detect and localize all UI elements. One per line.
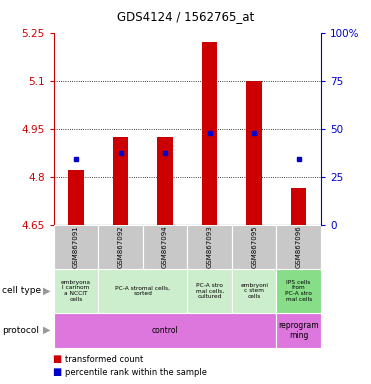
Text: embryoni
c stem
cells: embryoni c stem cells (240, 283, 268, 299)
Bar (232, 225, 276, 269)
Text: ▶: ▶ (43, 286, 50, 296)
Bar (187, 225, 232, 269)
Bar (202, 42, 217, 225)
Bar (98, 269, 187, 313)
Text: ■: ■ (52, 367, 61, 377)
Text: ■: ■ (52, 354, 61, 364)
Text: PC-A stromal cells,
sorted: PC-A stromal cells, sorted (115, 285, 170, 296)
Text: GSM867094: GSM867094 (162, 225, 168, 268)
Text: GSM867093: GSM867093 (207, 225, 213, 268)
Bar (113, 137, 128, 225)
Text: PC-A stro
mal cells,
cultured: PC-A stro mal cells, cultured (196, 283, 224, 299)
Text: reprogram
ming: reprogram ming (278, 321, 319, 340)
Text: embryona
l carinom
a NCCIT
cells: embryona l carinom a NCCIT cells (61, 280, 91, 302)
Bar (276, 225, 321, 269)
Bar (232, 269, 276, 313)
Text: control: control (152, 326, 178, 335)
Bar (246, 81, 262, 225)
Bar (187, 269, 232, 313)
Text: GDS4124 / 1562765_at: GDS4124 / 1562765_at (117, 10, 254, 23)
Bar (276, 269, 321, 313)
Bar (157, 137, 173, 225)
Text: GSM867091: GSM867091 (73, 225, 79, 268)
Bar (68, 170, 84, 225)
Text: percentile rank within the sample: percentile rank within the sample (65, 368, 207, 377)
Bar (143, 225, 187, 269)
Text: cell type: cell type (2, 286, 41, 295)
Bar (54, 269, 98, 313)
Bar (54, 313, 276, 348)
Text: GSM867092: GSM867092 (118, 225, 124, 268)
Text: protocol: protocol (2, 326, 39, 335)
Text: IPS cells
from
PC-A stro
mal cells: IPS cells from PC-A stro mal cells (285, 280, 312, 302)
Bar (291, 188, 306, 225)
Bar (54, 225, 98, 269)
Text: GSM867096: GSM867096 (296, 225, 302, 268)
Text: ▶: ▶ (43, 325, 50, 335)
Text: GSM867095: GSM867095 (251, 225, 257, 268)
Text: transformed count: transformed count (65, 354, 143, 364)
Bar (276, 313, 321, 348)
Bar (98, 225, 143, 269)
